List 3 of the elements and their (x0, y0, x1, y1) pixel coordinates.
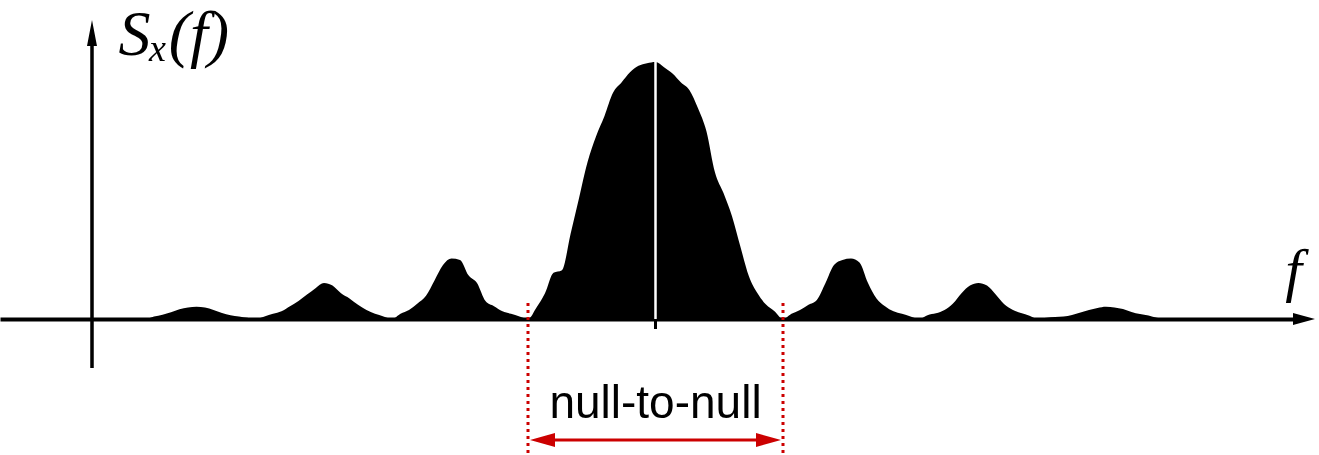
x-axis-title: f (1285, 236, 1310, 303)
text: null-to-null (549, 376, 762, 428)
y-axis-title: Sₓ(f) (118, 0, 230, 69)
